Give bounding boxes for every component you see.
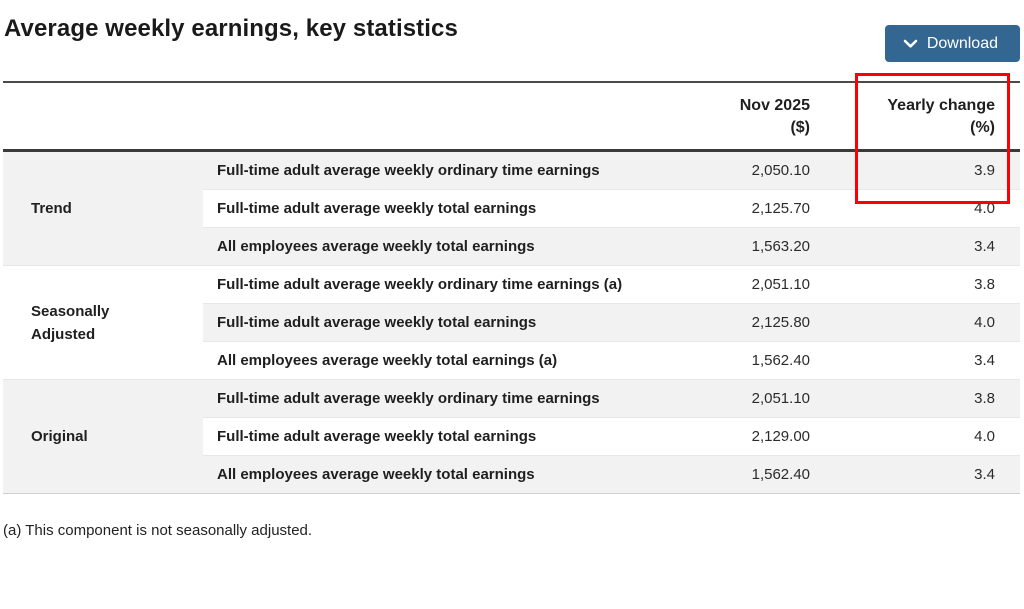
col-header-period-line1: Nov 2025 (739, 97, 810, 114)
row-item-label: All employees average weekly total earni… (203, 227, 642, 266)
row-item-label: All employees average weekly total earni… (203, 341, 642, 380)
row-value-dollars: 2,051.10 (642, 265, 835, 304)
row-item-label: Full-time adult average weekly total ear… (203, 189, 642, 228)
table-row: All employees average weekly total earni… (3, 455, 1020, 494)
row-value-dollars: 1,562.40 (642, 341, 835, 380)
col-header-empty-item (203, 82, 642, 152)
row-value-change: 3.4 (835, 227, 1020, 266)
row-value-change: 3.8 (835, 265, 1020, 304)
row-value-dollars: 1,563.20 (642, 227, 835, 266)
row-item-label: Full-time adult average weekly ordinary … (203, 379, 642, 418)
col-header-change-line1: Yearly change (887, 97, 995, 114)
row-item-label: Full-time adult average weekly total ear… (203, 303, 642, 342)
row-value-change: 4.0 (835, 417, 1020, 456)
row-value-change: 3.9 (835, 150, 1020, 190)
row-item-label: Full-time adult average weekly ordinary … (203, 150, 642, 190)
table-row: Full-time adult average weekly total ear… (3, 417, 1020, 456)
col-header-period-line2: ($) (790, 119, 810, 136)
col-header-period: Nov 2025 ($) (642, 82, 835, 152)
row-group-label-trend: Trend (3, 150, 203, 266)
row-value-change: 3.8 (835, 379, 1020, 418)
download-button[interactable]: Download (884, 25, 1020, 62)
download-button-label: Download (926, 34, 998, 52)
header-row: Nov 2025 ($) Yearly change (%) (3, 82, 1020, 152)
row-value-dollars: 2,051.10 (642, 379, 835, 418)
row-value-dollars: 2,129.00 (642, 417, 835, 456)
col-header-change-line2: (%) (970, 119, 995, 136)
row-value-dollars: 2,125.80 (642, 303, 835, 342)
col-header-empty-group (3, 82, 203, 152)
table-row: All employees average weekly total earni… (3, 227, 1020, 266)
table-row: Trend Full-time adult average weekly ord… (3, 150, 1020, 266)
col-header-yearly-change: Yearly change (%) (835, 82, 1020, 152)
table-row: Original Full-time adult average weekly … (3, 379, 1020, 494)
chevron-down-icon (903, 38, 918, 49)
row-item-label: All employees average weekly total earni… (203, 455, 642, 494)
page-title: Average weekly earnings, key statistics (4, 15, 458, 42)
table-row: Seasonally Adjusted Full-time adult aver… (3, 265, 1020, 380)
table-row: Full-time adult average weekly total ear… (3, 303, 1020, 342)
table-row: Full-time adult average weekly total ear… (3, 189, 1020, 228)
row-value-change: 3.4 (835, 455, 1020, 494)
row-value-dollars: 2,125.70 (642, 189, 835, 228)
row-group-label-original: Original (3, 379, 203, 494)
row-value-dollars: 2,050.10 (642, 150, 835, 190)
row-value-change: 3.4 (835, 341, 1020, 380)
table-row: All employees average weekly total earni… (3, 341, 1020, 380)
row-item-label: Full-time adult average weekly total ear… (203, 417, 642, 456)
row-group-label-seasonally-adjusted: Seasonally Adjusted (3, 265, 203, 380)
earnings-table: Nov 2025 ($) Yearly change (%) Trend Ful… (3, 81, 1020, 494)
footnote: (a) This component is not seasonally adj… (3, 522, 313, 539)
row-value-change: 4.0 (835, 303, 1020, 342)
row-value-dollars: 1,562.40 (642, 455, 835, 494)
row-item-label: Full-time adult average weekly ordinary … (203, 265, 642, 304)
row-value-change: 4.0 (835, 189, 1020, 228)
